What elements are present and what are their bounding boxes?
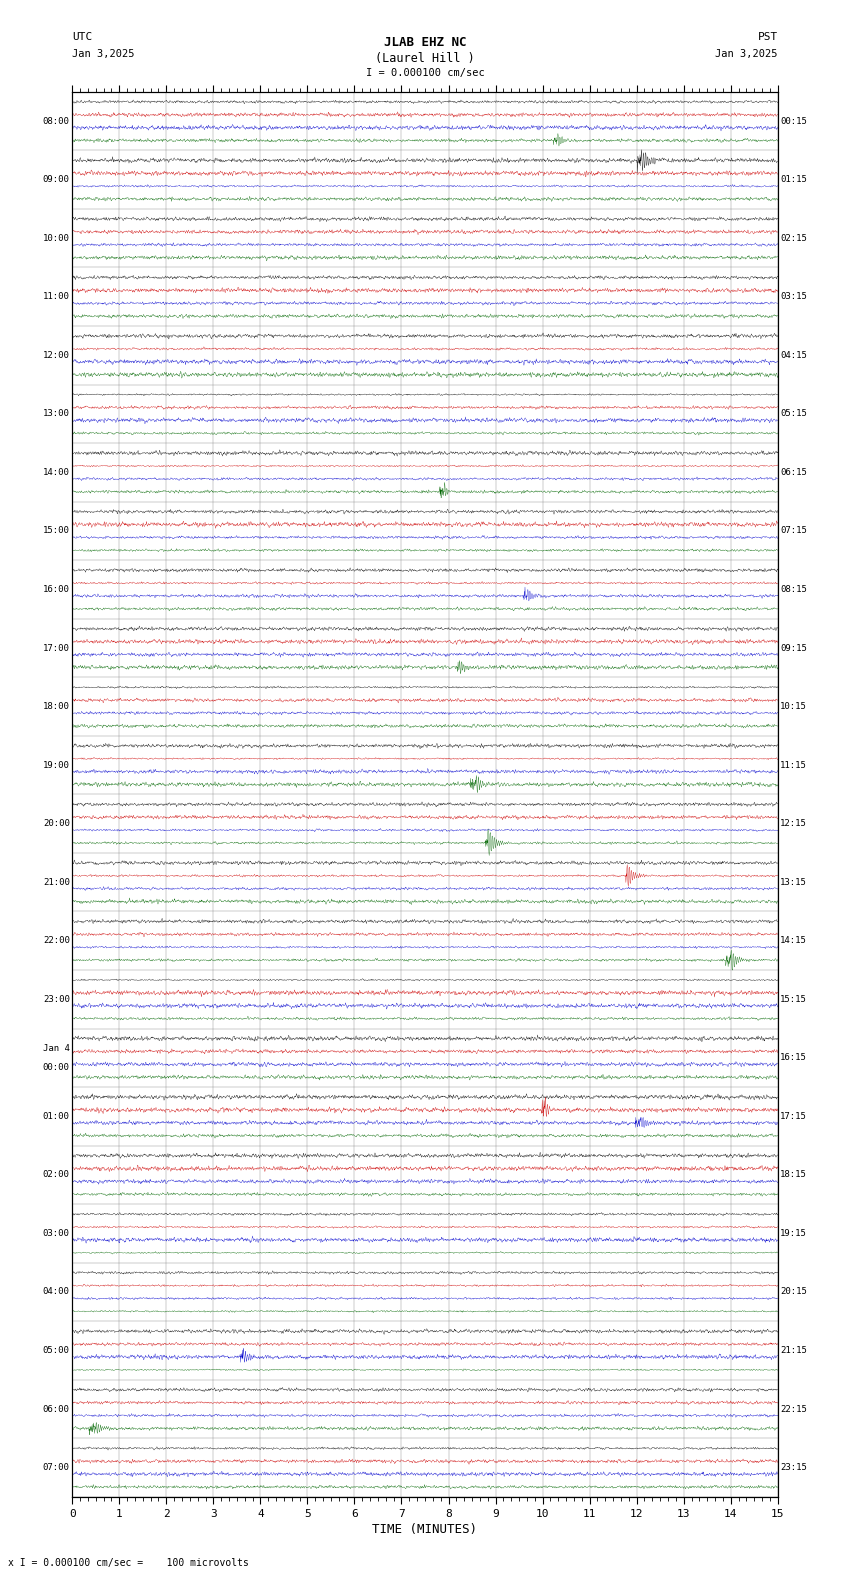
- Text: 20:15: 20:15: [780, 1288, 808, 1296]
- Text: 07:15: 07:15: [780, 526, 808, 535]
- Text: Jan 3,2025: Jan 3,2025: [72, 49, 135, 59]
- Text: 23:15: 23:15: [780, 1464, 808, 1472]
- Text: 22:15: 22:15: [780, 1405, 808, 1413]
- Text: 12:00: 12:00: [42, 350, 70, 360]
- Text: (Laurel Hill ): (Laurel Hill ): [375, 52, 475, 65]
- Text: PST: PST: [757, 32, 778, 41]
- Text: 07:00: 07:00: [42, 1464, 70, 1472]
- Text: 03:15: 03:15: [780, 293, 808, 301]
- Text: 02:15: 02:15: [780, 234, 808, 242]
- Text: 00:15: 00:15: [780, 117, 808, 125]
- Text: 19:00: 19:00: [42, 760, 70, 770]
- Text: Jan 4: Jan 4: [42, 1044, 70, 1053]
- Text: 17:00: 17:00: [42, 643, 70, 653]
- Text: 16:00: 16:00: [42, 584, 70, 594]
- X-axis label: TIME (MINUTES): TIME (MINUTES): [372, 1522, 478, 1536]
- Text: 10:15: 10:15: [780, 702, 808, 711]
- Text: 17:15: 17:15: [780, 1112, 808, 1121]
- Text: 14:00: 14:00: [42, 467, 70, 477]
- Text: 05:00: 05:00: [42, 1346, 70, 1354]
- Text: 01:00: 01:00: [42, 1112, 70, 1121]
- Text: 04:15: 04:15: [780, 350, 808, 360]
- Text: 08:00: 08:00: [42, 117, 70, 125]
- Text: 01:15: 01:15: [780, 176, 808, 184]
- Text: 21:15: 21:15: [780, 1346, 808, 1354]
- Text: 18:15: 18:15: [780, 1171, 808, 1180]
- Text: 21:00: 21:00: [42, 878, 70, 887]
- Text: 23:00: 23:00: [42, 995, 70, 1004]
- Text: 00:00: 00:00: [42, 1063, 70, 1072]
- Text: 18:00: 18:00: [42, 702, 70, 711]
- Text: 15:15: 15:15: [780, 995, 808, 1004]
- Text: 08:15: 08:15: [780, 584, 808, 594]
- Text: 14:15: 14:15: [780, 936, 808, 946]
- Text: 06:15: 06:15: [780, 467, 808, 477]
- Text: 13:15: 13:15: [780, 878, 808, 887]
- Text: 15:00: 15:00: [42, 526, 70, 535]
- Text: 11:00: 11:00: [42, 293, 70, 301]
- Text: x I = 0.000100 cm/sec =    100 microvolts: x I = 0.000100 cm/sec = 100 microvolts: [8, 1559, 249, 1568]
- Text: 09:00: 09:00: [42, 176, 70, 184]
- Text: 02:00: 02:00: [42, 1171, 70, 1180]
- Text: 10:00: 10:00: [42, 234, 70, 242]
- Text: 06:00: 06:00: [42, 1405, 70, 1413]
- Text: 20:00: 20:00: [42, 819, 70, 828]
- Text: Jan 3,2025: Jan 3,2025: [715, 49, 778, 59]
- Text: 22:00: 22:00: [42, 936, 70, 946]
- Text: 09:15: 09:15: [780, 643, 808, 653]
- Text: UTC: UTC: [72, 32, 93, 41]
- Text: 11:15: 11:15: [780, 760, 808, 770]
- Text: 04:00: 04:00: [42, 1288, 70, 1296]
- Text: 03:00: 03:00: [42, 1229, 70, 1239]
- Text: JLAB EHZ NC: JLAB EHZ NC: [383, 36, 467, 49]
- Text: 05:15: 05:15: [780, 409, 808, 418]
- Text: 16:15: 16:15: [780, 1053, 808, 1063]
- Text: 12:15: 12:15: [780, 819, 808, 828]
- Text: 13:00: 13:00: [42, 409, 70, 418]
- Text: I = 0.000100 cm/sec: I = 0.000100 cm/sec: [366, 68, 484, 78]
- Text: 19:15: 19:15: [780, 1229, 808, 1239]
